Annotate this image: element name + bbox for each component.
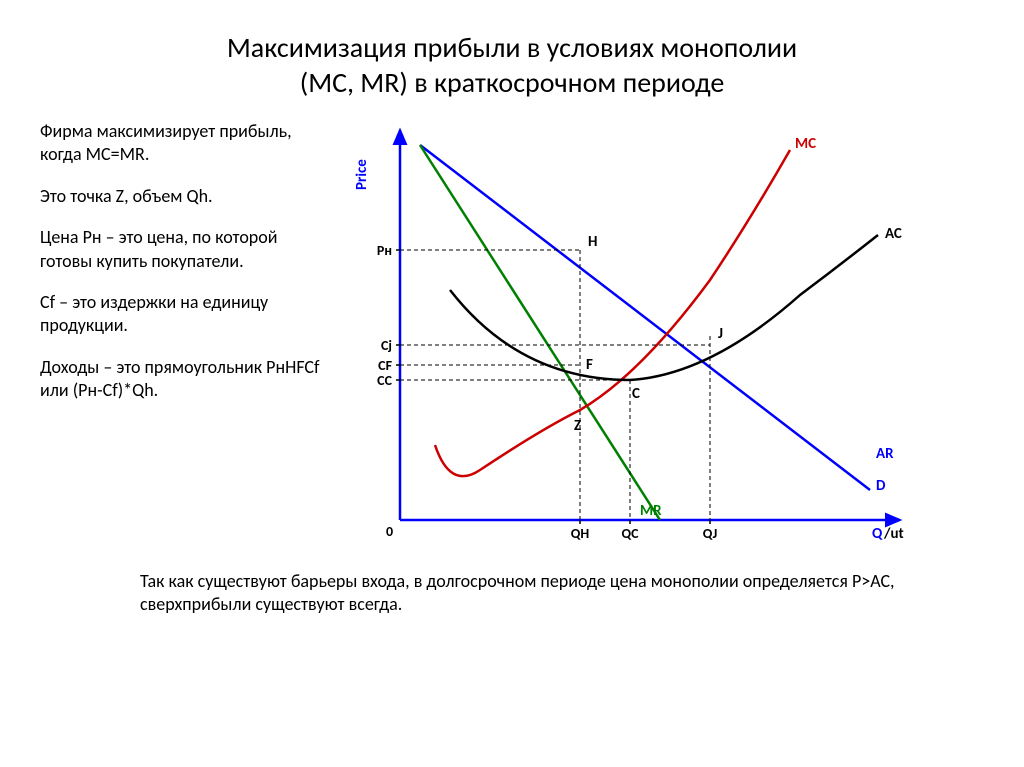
svg-text:QJ: QJ xyxy=(703,525,717,542)
content-row: Фирма максимизирует прибыль, когда MC=MR… xyxy=(40,120,984,560)
svg-text:H: H xyxy=(588,233,597,251)
svg-text:QC: QC xyxy=(621,525,639,542)
svg-text:F: F xyxy=(586,356,593,374)
para-1: Фирма максимизирует прибыль, когда MC=MR… xyxy=(40,120,320,167)
para-2: Это точка Z, объем Qh. xyxy=(40,185,320,208)
page-title: Максимизация прибыли в условиях монополи… xyxy=(40,30,984,100)
para-4: Cf – это издержки на единицу продукции. xyxy=(40,291,320,338)
svg-text:AC: AC xyxy=(885,225,902,243)
svg-text:Price: Price xyxy=(353,159,371,190)
svg-text:0: 0 xyxy=(386,523,393,540)
svg-text:Q: Q xyxy=(872,525,883,543)
svg-text:C: C xyxy=(632,385,640,403)
chart-svg: HFZCJPнCjCFCCQHQCQJPrice0Q/utMCACARDMR xyxy=(340,120,920,560)
monopoly-chart: HFZCJPнCjCFCCQHQCQJPrice0Q/utMCACARDMR xyxy=(340,120,984,560)
svg-text:Pн: Pн xyxy=(377,242,392,259)
svg-text:Z: Z xyxy=(574,417,581,435)
svg-text:CC: CC xyxy=(377,372,392,389)
para-5: Доходы – это прямоугольник PнHFCf или (P… xyxy=(40,356,320,403)
svg-text:AR: AR xyxy=(876,445,894,463)
para-3: Цена Pн – это цена, по которой готовы ку… xyxy=(40,226,320,273)
svg-text:/ut: /ut xyxy=(883,525,904,543)
svg-text:QH: QH xyxy=(571,525,590,542)
svg-text:MC: MC xyxy=(795,135,816,153)
svg-text:Cj: Cj xyxy=(381,337,392,354)
title-line1: Максимизация прибыли в условиях монополи… xyxy=(227,30,797,65)
svg-text:MR: MR xyxy=(640,502,662,520)
title-line2: (MC, MR) в краткосрочном периоде xyxy=(300,65,725,100)
svg-text:D: D xyxy=(876,477,886,495)
bottom-conclusion: Так как существуют барьеры входа, в долг… xyxy=(140,570,984,617)
explanation-text: Фирма максимизирует прибыль, когда MC=MR… xyxy=(40,120,320,560)
svg-text:J: J xyxy=(718,325,723,343)
